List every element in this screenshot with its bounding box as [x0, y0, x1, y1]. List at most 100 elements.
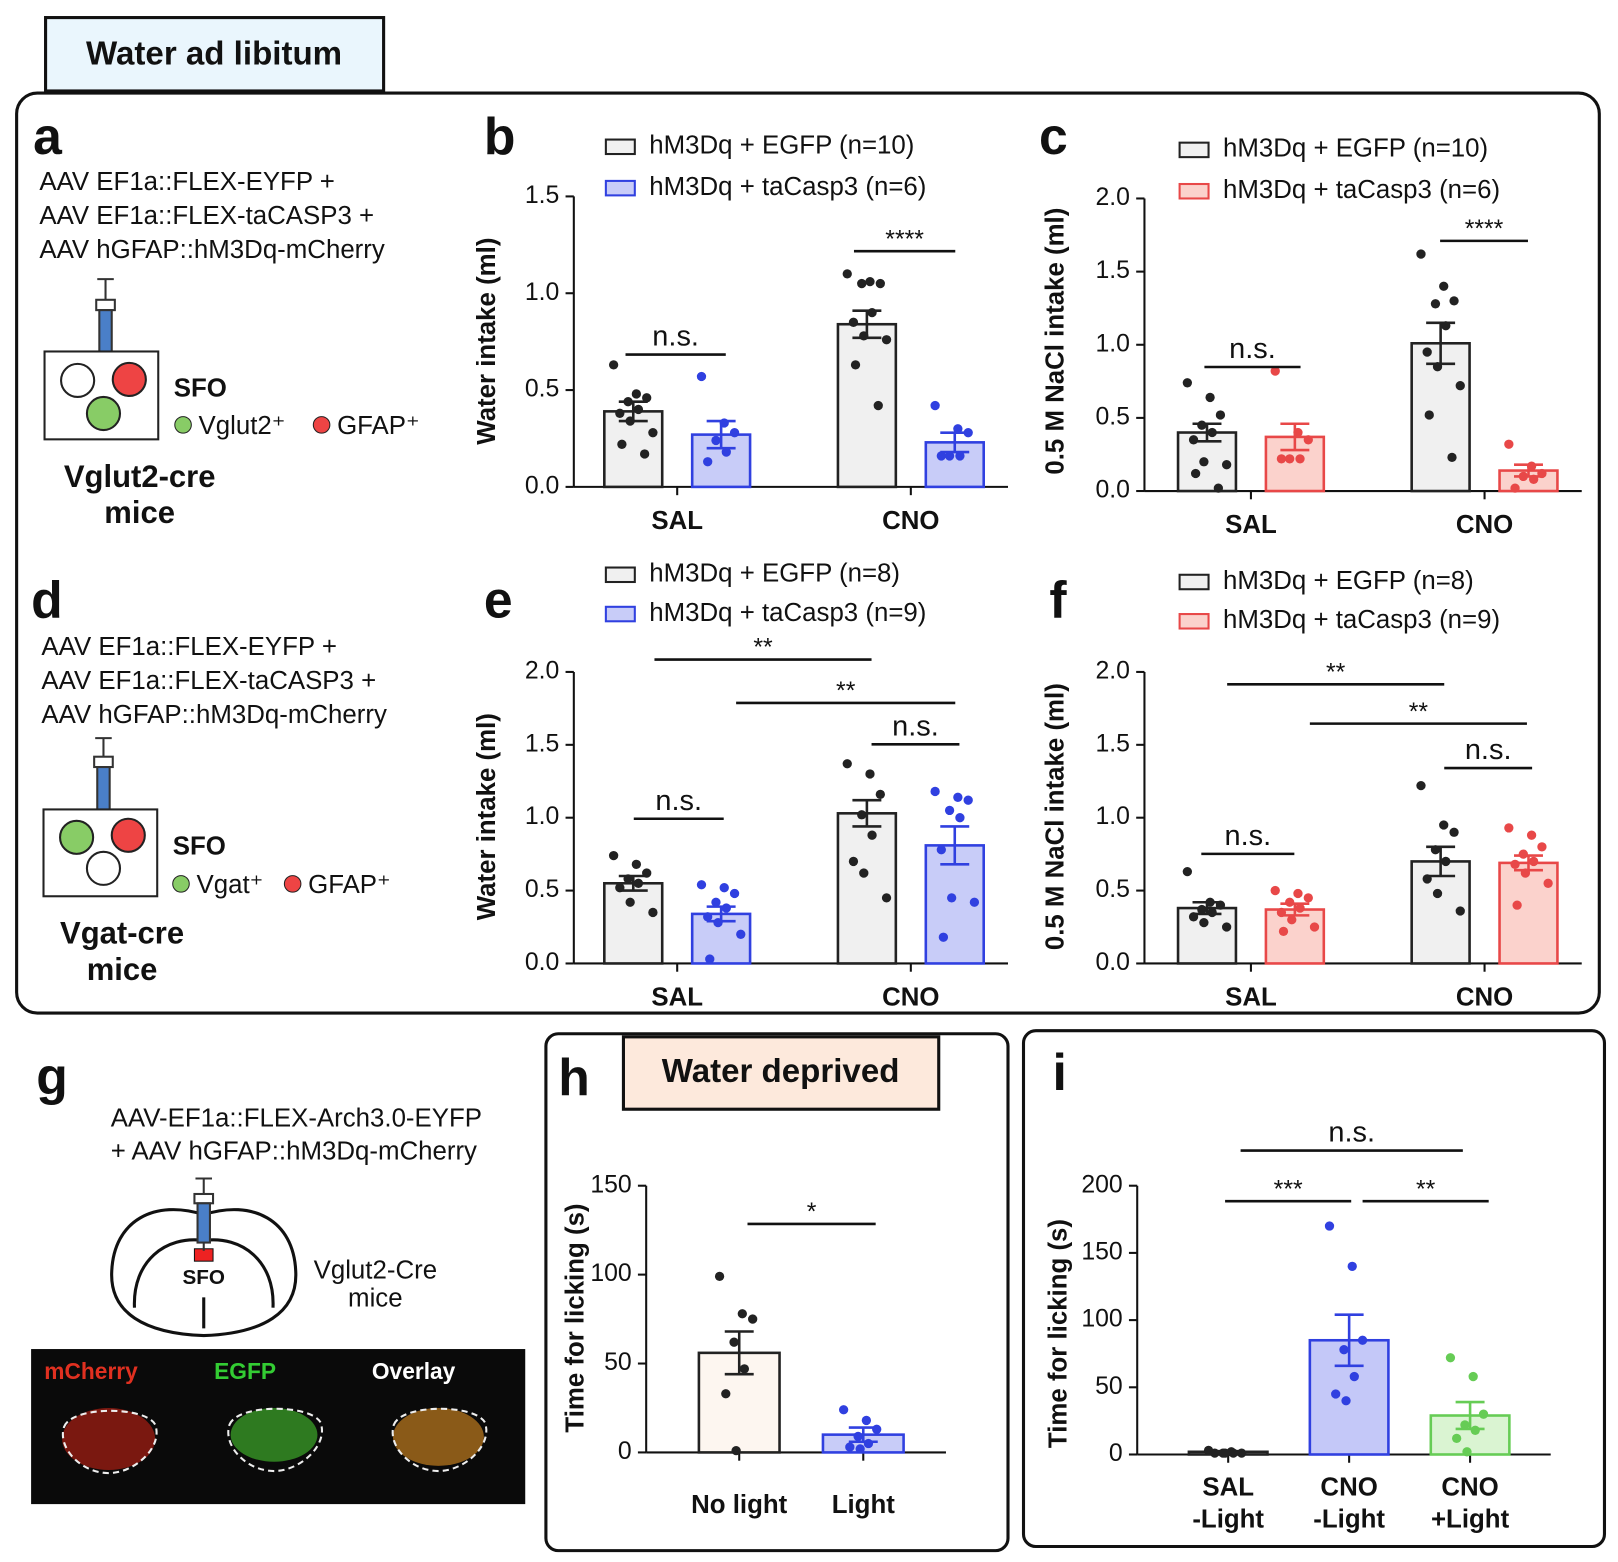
data-point	[1285, 897, 1295, 907]
legend-label: hM3Dq + taCasp3 (n=6)	[1223, 176, 1500, 204]
legend-label: GFAP⁺	[308, 871, 391, 899]
data-point	[1510, 483, 1520, 493]
y-tick-label: 150	[1081, 1238, 1122, 1265]
data-point	[737, 1309, 747, 1319]
x-tick-label: SAL	[1225, 511, 1277, 539]
cell	[111, 361, 147, 397]
data-point	[1215, 410, 1226, 420]
significance-label: n.s.	[1229, 333, 1276, 365]
error-bar	[1280, 422, 1310, 452]
data-point	[865, 769, 875, 779]
data-point	[1215, 900, 1226, 910]
mouse-line: mice	[348, 1284, 403, 1312]
y-tick-label: 1.0	[525, 803, 559, 830]
data-point	[648, 428, 658, 438]
data-point	[842, 269, 852, 279]
data-point	[703, 457, 713, 467]
y-axis-title: 0.5 M NaCl intake (ml)	[1041, 208, 1069, 475]
data-point	[1439, 820, 1449, 830]
data-point	[850, 360, 861, 370]
channel-label: mCherry	[44, 1358, 138, 1384]
significance-label: n.s.	[1224, 820, 1271, 852]
y-tick-label: 0.0	[525, 472, 559, 499]
data-point	[703, 912, 713, 922]
y-tick-label: 0.5	[1095, 403, 1129, 430]
significance-label: **	[1416, 1176, 1436, 1203]
error-bar	[1334, 1313, 1364, 1368]
data-point	[1213, 483, 1224, 493]
y-tick-label: 0.0	[525, 949, 559, 976]
data-point	[857, 278, 867, 289]
bar	[603, 881, 664, 965]
data-point	[1341, 1396, 1351, 1406]
data-point	[1182, 378, 1193, 388]
region: SFO	[173, 833, 226, 861]
data-point	[1478, 1409, 1489, 1419]
data-point	[845, 1442, 855, 1452]
outer-box	[15, 91, 1601, 1015]
data-point	[713, 917, 723, 928]
data-point	[711, 435, 721, 446]
data-point	[1199, 457, 1209, 467]
y-tick-label: 2.0	[525, 657, 559, 684]
panel-i-box	[1021, 1029, 1607, 1549]
data-point	[615, 408, 625, 418]
mouse-line: Vglut2-cre	[64, 459, 216, 494]
legend-label: GFAP⁺	[337, 412, 420, 440]
data-point	[1529, 474, 1539, 484]
panel-letter: a	[33, 107, 63, 165]
y-tick-label: 200	[1081, 1171, 1122, 1198]
panel-letter: g	[36, 1047, 68, 1105]
y-tick-label: 1.5	[525, 182, 559, 209]
data-point	[1447, 452, 1457, 463]
data-point	[1210, 1448, 1220, 1458]
significance-label: **	[1409, 699, 1429, 726]
data-point	[1197, 420, 1207, 430]
significance-label: *	[807, 1199, 817, 1226]
y-tick-label: 0.0	[1095, 477, 1129, 504]
significance-label: n.s.	[652, 321, 699, 353]
data-point	[1188, 435, 1199, 445]
data-point	[1199, 917, 1209, 928]
data-point	[711, 897, 721, 907]
data-point	[729, 888, 740, 899]
data-point	[1221, 460, 1232, 470]
data-point	[1518, 849, 1528, 859]
y-tick-label: 1.5	[1095, 730, 1129, 757]
data-point	[696, 371, 707, 382]
data-point	[863, 1438, 874, 1449]
x-tick-label: CNO	[1456, 983, 1513, 1011]
signal	[392, 1407, 484, 1466]
data-point	[1537, 468, 1547, 479]
y-tick-label: 1.5	[1095, 257, 1129, 284]
construct: AAV EF1a::FLEX-EYFP +	[39, 168, 334, 196]
data-point	[1416, 780, 1426, 791]
syringe	[193, 1177, 215, 1251]
y-axis-title: 0.5 M NaCl intake (ml)	[1041, 683, 1069, 950]
data-point	[1188, 912, 1199, 922]
panel-letter: h	[558, 1048, 590, 1106]
data-point	[615, 883, 625, 893]
data-point	[1207, 907, 1217, 918]
data-point	[936, 845, 946, 855]
data-point	[881, 335, 892, 345]
data-point	[1331, 1389, 1341, 1399]
error-bar	[618, 874, 648, 892]
cell	[110, 817, 146, 853]
data-point	[1205, 392, 1215, 403]
data-point	[748, 1314, 758, 1324]
legend-swatch	[604, 566, 636, 584]
data-point	[1445, 1353, 1456, 1363]
y-tick-label: 1.0	[1095, 330, 1129, 357]
data-point	[953, 424, 963, 434]
data-point	[1182, 866, 1193, 877]
data-point	[842, 759, 852, 769]
data-point	[721, 447, 731, 457]
data-point	[1430, 845, 1441, 855]
y-tick-label: 50	[604, 1349, 632, 1376]
data-point	[1432, 888, 1443, 899]
data-point	[1303, 435, 1313, 445]
x-tick-label: No light	[691, 1491, 788, 1519]
channel-label: Overlay	[372, 1358, 456, 1384]
data-point	[721, 903, 731, 913]
